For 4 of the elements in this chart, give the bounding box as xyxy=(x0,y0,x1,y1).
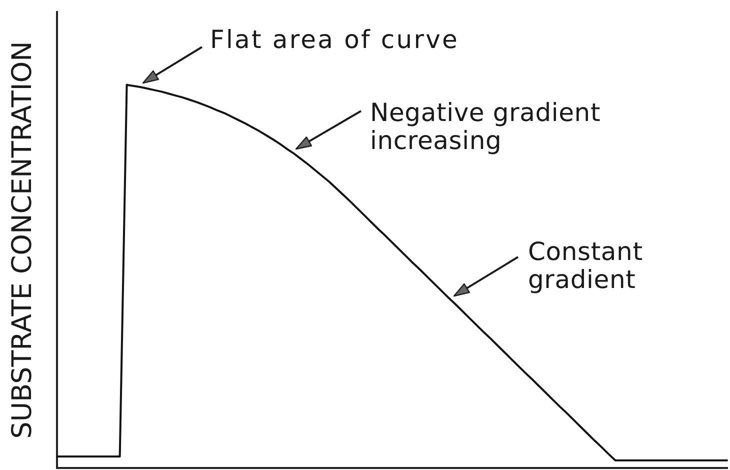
annotation: Constant gradient xyxy=(528,237,643,294)
annotation: Negative gradient increasing xyxy=(370,98,601,155)
y-axis-title: SUBSTRATE CONCENTRATION xyxy=(7,41,38,439)
text: Flat area of curve xyxy=(210,25,459,54)
